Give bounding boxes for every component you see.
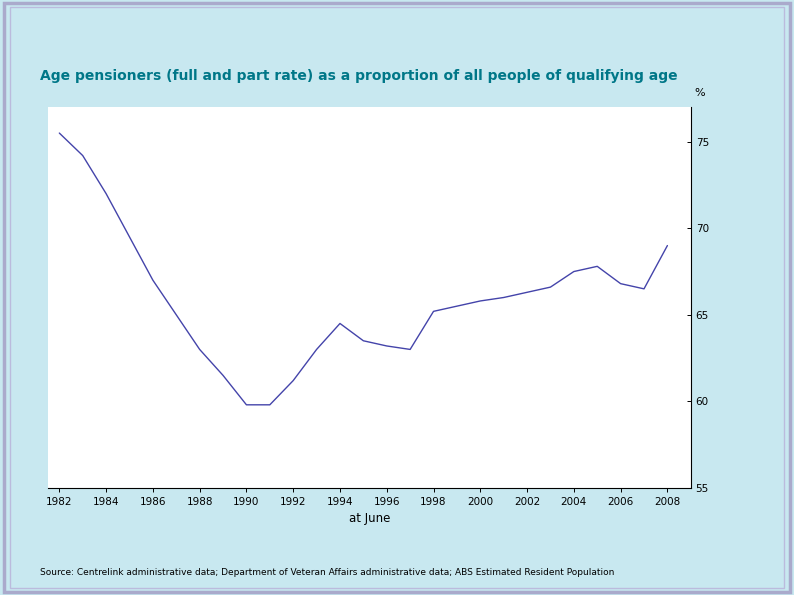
Text: Age pensioners (full and part rate) as a proportion of all people of qualifying : Age pensioners (full and part rate) as a…	[40, 69, 677, 83]
Text: %: %	[695, 87, 705, 98]
Text: Source: Centrelink administrative data; Department of Veteran Affairs administra: Source: Centrelink administrative data; …	[40, 568, 614, 577]
X-axis label: at June: at June	[349, 512, 390, 525]
